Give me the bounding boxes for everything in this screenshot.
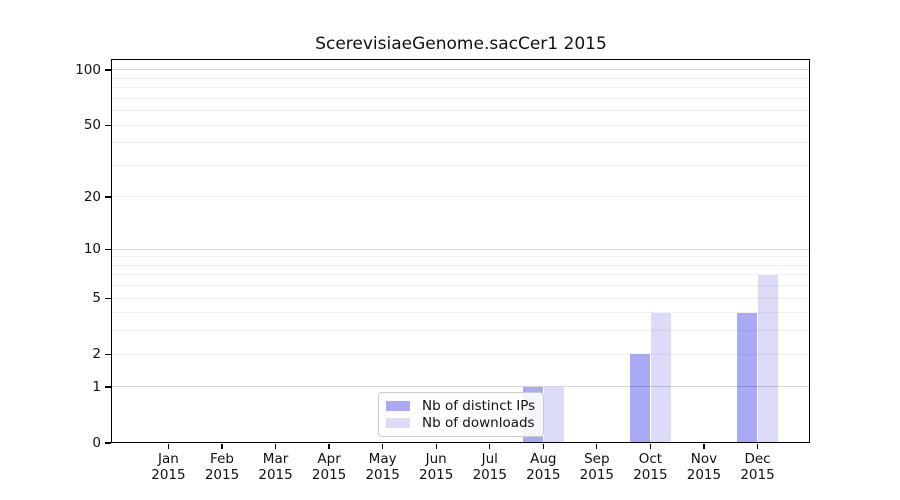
y-tick-mark-20	[105, 196, 111, 198]
y-tick-mark-5	[105, 297, 111, 299]
legend-swatch-distinct-ips	[386, 400, 410, 412]
x-tick-mark-aug	[542, 443, 544, 449]
minor-gridline-7	[112, 274, 810, 276]
minor-gridline-9	[112, 256, 810, 258]
y-axis-tick-label: 20	[83, 188, 101, 205]
y-axis-tick-label: 2	[92, 346, 101, 363]
major-gridline-100	[112, 69, 810, 71]
y-tick-mark-2	[105, 353, 111, 355]
x-axis-tick-label: May 2015	[365, 451, 400, 483]
minor-gridline-8	[112, 264, 810, 266]
y-tick-mark-100	[105, 69, 111, 71]
x-tick-mark-jul	[489, 443, 491, 449]
legend-label-downloads: Nb of downloads	[422, 415, 535, 431]
x-tick-mark-nov	[703, 443, 705, 449]
y-tick-mark-10	[105, 248, 111, 250]
minor-gridline-4	[112, 312, 810, 314]
x-axis-tick-label: Jan 2015	[151, 451, 186, 483]
plot-area	[112, 60, 810, 443]
x-axis-tick-label: Mar 2015	[258, 451, 293, 483]
y-tick-mark-1	[105, 386, 111, 388]
minor-gridline-40	[112, 142, 810, 144]
y-axis-tick-label: 0	[92, 435, 101, 451]
minor-gridline-6	[112, 285, 810, 287]
minor-gridline-20	[112, 196, 810, 198]
x-tick-mark-jan	[167, 443, 170, 449]
major-gridline-1	[112, 386, 810, 388]
major-gridline-10	[112, 248, 810, 250]
y-axis-tick-label: 50	[83, 117, 101, 134]
x-axis-tick-label: Aug 2015	[526, 451, 561, 483]
y-axis-tick-label: 5	[92, 290, 101, 307]
x-axis-tick-label: Nov 2015	[686, 451, 722, 483]
y-tick-mark-0	[105, 442, 111, 444]
x-axis-tick-label: Jun 2015	[419, 451, 454, 483]
x-axis-tick-label: Feb 2015	[204, 451, 240, 483]
minor-gridline-30	[112, 164, 810, 166]
minor-gridline-60	[112, 110, 810, 112]
x-tick-mark-dec	[756, 443, 759, 449]
minor-gridline-80	[112, 87, 810, 89]
legend: Nb of distinct IPs Nb of downloads	[378, 392, 544, 437]
minor-gridline-2	[112, 353, 810, 355]
y-axis-tick-label: 1	[92, 378, 101, 395]
legend-item-distinct-ips: Nb of distinct IPs	[386, 398, 537, 415]
x-tick-mark-mar	[274, 443, 277, 449]
x-axis-tick-label: Apr 2015	[311, 451, 347, 483]
bar-distinct-ips-dec	[737, 312, 757, 443]
bar-downloads-oct	[650, 312, 671, 443]
x-axis-tick-label: Jul 2015	[472, 451, 507, 483]
bar-downloads-dec	[758, 274, 778, 443]
x-axis-tick-label: Sep 2015	[579, 451, 615, 483]
y-axis-tick-label: 10	[83, 241, 101, 258]
bar-downloads-aug	[543, 386, 564, 443]
x-tick-mark-may	[382, 443, 384, 449]
y-axis-tick-label: 100	[75, 61, 101, 78]
x-tick-mark-oct	[649, 443, 652, 449]
x-tick-mark-sep	[596, 443, 598, 449]
minor-gridline-3	[112, 330, 810, 332]
x-axis-tick-label: Dec 2015	[740, 451, 775, 483]
y-tick-mark-50	[105, 124, 111, 126]
x-axis-tick-label: Oct 2015	[633, 451, 668, 483]
minor-gridline-70	[112, 97, 810, 99]
x-tick-mark-jun	[435, 443, 437, 449]
minor-gridline-5	[112, 297, 810, 299]
chart-title: ScerevisiaeGenome.sacCer1 2015	[315, 34, 607, 54]
legend-swatch-downloads	[386, 417, 410, 429]
minor-gridline-50	[112, 124, 810, 126]
minor-gridline-90	[112, 77, 810, 79]
x-tick-mark-feb	[221, 443, 223, 449]
bar-distinct-ips-oct	[629, 354, 650, 443]
legend-item-downloads: Nb of downloads	[386, 415, 537, 432]
x-tick-mark-apr	[328, 443, 330, 449]
legend-label-distinct-ips: Nb of distinct IPs	[422, 398, 536, 414]
